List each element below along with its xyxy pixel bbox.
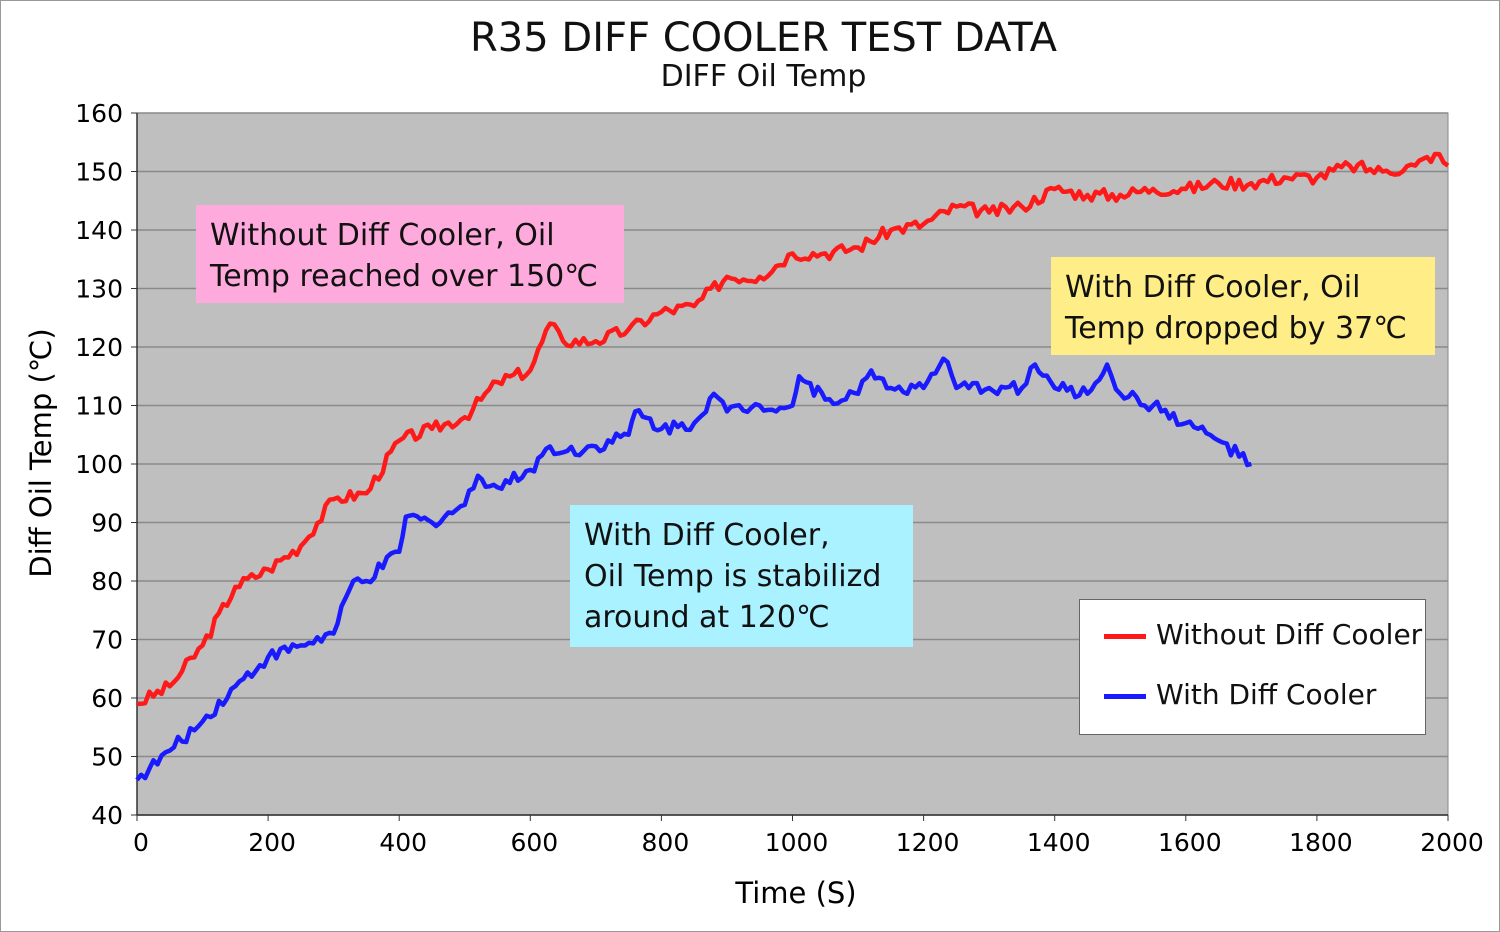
- series-line-with-cooler: [135, 356, 1252, 782]
- y-tick-label: 70: [91, 626, 123, 655]
- annotation-line: Oil Temp is stabilizd: [584, 559, 882, 594]
- x-tick-label: 1600: [1158, 828, 1222, 857]
- y-tick-label: 100: [75, 450, 123, 479]
- y-axis-label: Diff Oil Temp (℃): [24, 328, 58, 577]
- annotation-line: Temp dropped by 37℃: [1065, 311, 1407, 346]
- annotation-line: With Diff Cooler, Oil: [1065, 270, 1361, 305]
- y-tick-label: 90: [91, 509, 123, 538]
- y-tick-label: 110: [75, 392, 123, 421]
- annotation-line: Temp reached over 150℃: [210, 259, 598, 294]
- annotation-line: With Diff Cooler,: [584, 518, 830, 553]
- annotation-without-cooler: Without Diff Cooler, Oil Temp reached ov…: [196, 205, 624, 303]
- legend-label: Without Diff Cooler: [1156, 618, 1423, 651]
- y-tick-label: 130: [75, 275, 123, 304]
- y-tick-label: 150: [75, 158, 123, 187]
- y-tick-label: 80: [91, 567, 123, 596]
- legend: Without Diff Cooler With Diff Cooler: [1079, 599, 1426, 735]
- x-tick-label: 2000: [1420, 828, 1484, 857]
- y-tick-label: 60: [91, 684, 123, 713]
- y-tick-label: 40: [91, 801, 123, 830]
- x-tick-label: 1000: [765, 828, 829, 857]
- legend-label: With Diff Cooler: [1156, 678, 1377, 711]
- chart-subtitle: DIFF Oil Temp: [660, 59, 867, 94]
- series-line-without-cooler: [136, 151, 1450, 707]
- x-tick-label: 200: [248, 828, 296, 857]
- annotation-dropped: With Diff Cooler, Oil Temp dropped by 37…: [1051, 257, 1435, 355]
- annotation-stabilized: With Diff Cooler, Oil Temp is stabilizd …: [570, 505, 913, 647]
- legend-swatch-blue: [1104, 694, 1146, 699]
- x-tick-label: 1200: [896, 828, 960, 857]
- x-tick-label: 800: [642, 828, 690, 857]
- x-tick-label: 600: [510, 828, 558, 857]
- y-tick-label: 120: [75, 333, 123, 362]
- x-tick-label: 1400: [1027, 828, 1091, 857]
- chart-title: R35 DIFF COOLER TEST DATA: [470, 15, 1057, 61]
- x-tick-label: 1800: [1289, 828, 1353, 857]
- x-axis-label: Time (S): [734, 876, 856, 910]
- x-tick-label: 400: [379, 828, 427, 857]
- y-tick-label: 160: [75, 99, 123, 128]
- y-tick-label: 140: [75, 216, 123, 245]
- y-tick-label: 50: [91, 743, 123, 772]
- legend-swatch-red: [1104, 634, 1146, 639]
- annotation-line: around at 120℃: [584, 600, 830, 635]
- x-tick-label: 0: [133, 828, 149, 857]
- annotation-line: Without Diff Cooler, Oil: [210, 218, 555, 253]
